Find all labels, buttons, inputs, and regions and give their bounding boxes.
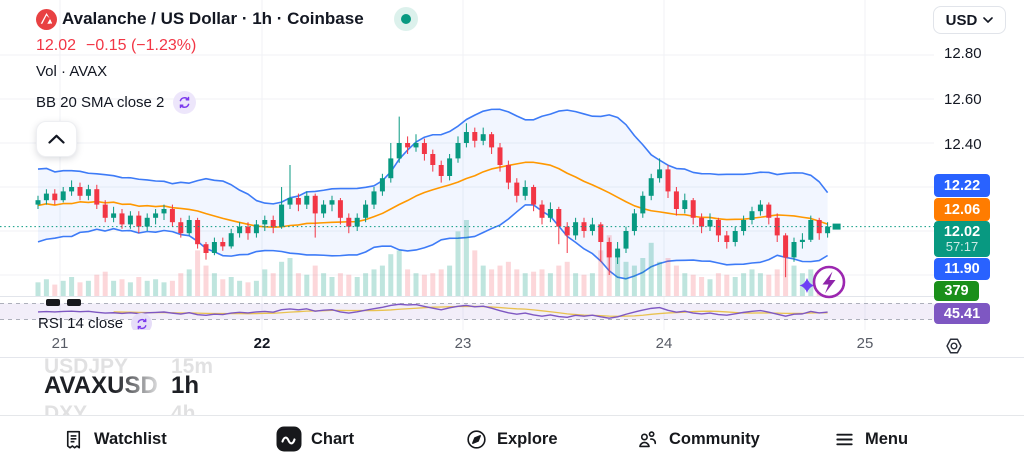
rsi-badge: 45.41 bbox=[934, 303, 990, 324]
flash-icon bbox=[799, 265, 846, 299]
gear-icon bbox=[946, 338, 962, 354]
nav-label: Menu bbox=[865, 429, 909, 448]
rsi-sync-icon[interactable] bbox=[131, 313, 153, 330]
time-tick: 22 bbox=[253, 335, 271, 352]
background-symbol-row: DXY 4h bbox=[44, 402, 196, 415]
symbol-title[interactable]: Avalanche / US Dollar · 1h · Coinbase bbox=[62, 9, 364, 28]
last-price-badge: 12.02 57:17 bbox=[934, 221, 990, 257]
last-price: 12.02 bbox=[36, 37, 77, 54]
compass-icon bbox=[467, 429, 486, 449]
nav-label: Chart bbox=[311, 429, 355, 448]
hamburger-menu-icon bbox=[836, 433, 853, 445]
background-symbol: AVAXUSD bbox=[44, 372, 171, 400]
market-status-icon[interactable] bbox=[394, 7, 418, 31]
volume-badge: 379 bbox=[934, 281, 979, 301]
pane-resize-handle[interactable] bbox=[46, 299, 81, 306]
chevron-down-icon bbox=[983, 17, 994, 23]
bb-sync-icon[interactable] bbox=[173, 91, 197, 114]
nav-chart[interactable]: Chart bbox=[276, 416, 354, 461]
chart-icon bbox=[276, 426, 302, 452]
rsi-legend[interactable]: RSI 14 close bbox=[38, 313, 153, 330]
bottom-navigation: Watchlist Chart Explore Community Menu bbox=[0, 415, 1024, 461]
price-chart-canvas[interactable] bbox=[0, 0, 1024, 330]
bb-upper-badge: 12.22 bbox=[934, 174, 990, 197]
nav-label: Community bbox=[669, 429, 760, 448]
time-tick: 21 bbox=[51, 335, 69, 352]
bb-legend[interactable]: BB 20 SMA close 2 bbox=[36, 91, 197, 114]
chart-settings-button[interactable] bbox=[943, 335, 965, 357]
flash-boost-button[interactable] bbox=[794, 256, 854, 308]
nav-explore[interactable]: Explore bbox=[465, 416, 558, 461]
market-open-dot bbox=[401, 14, 411, 24]
price-tick: 12.60 bbox=[944, 91, 982, 108]
price-change: −0.15 (−1.23%) bbox=[86, 37, 197, 54]
background-symbol-row: AVAXUSD 1h bbox=[44, 372, 199, 400]
volume-legend[interactable]: Vol · AVAX bbox=[36, 63, 108, 80]
collapse-panel-button[interactable] bbox=[36, 121, 77, 157]
nav-label: Watchlist bbox=[94, 429, 167, 448]
community-icon bbox=[639, 430, 657, 447]
background-timeframe: 15m bbox=[171, 358, 214, 378]
time-tick: 24 bbox=[655, 335, 673, 352]
time-axis[interactable]: 21 22 23 24 25 bbox=[0, 330, 1024, 358]
bar-countdown: 57:17 bbox=[945, 238, 979, 254]
rsi-legend-label: RSI 14 close bbox=[38, 315, 124, 330]
currency-selector[interactable]: USD bbox=[933, 6, 1006, 34]
background-symbol: USDJPY bbox=[44, 358, 129, 378]
nav-watchlist[interactable]: Watchlist bbox=[62, 416, 167, 461]
price-change-row: 12.02 −0.15 (−1.23%) bbox=[36, 37, 196, 55]
bb-legend-label: BB 20 SMA close 2 bbox=[36, 94, 165, 111]
chart-pane[interactable]: Avalanche / US Dollar · 1h · Coinbase 12… bbox=[0, 0, 1024, 330]
price-tick: 12.80 bbox=[944, 45, 982, 62]
bb-lower-badge: 11.90 bbox=[934, 258, 990, 280]
time-tick: 23 bbox=[454, 335, 472, 352]
nav-menu[interactable]: Menu bbox=[833, 416, 908, 461]
background-timeframe: 4h bbox=[171, 402, 196, 415]
nav-label: Explore bbox=[497, 429, 558, 448]
time-tick: 25 bbox=[856, 335, 874, 352]
toolbar-strip: USDJPY 15m AVAXUSD 1h DXY 4h bbox=[0, 358, 1024, 415]
background-symbol: DXY bbox=[44, 402, 88, 415]
watchlist-icon bbox=[66, 430, 81, 449]
chevron-up-icon bbox=[48, 134, 65, 144]
bb-basis-badge: 12.06 bbox=[934, 198, 990, 221]
currency-label: USD bbox=[945, 11, 978, 29]
price-tick: 12.40 bbox=[944, 136, 982, 153]
avalanche-logo-icon bbox=[36, 9, 57, 30]
background-timeframe: 1h bbox=[171, 372, 200, 399]
background-symbol-row: USDJPY 15m bbox=[44, 358, 213, 379]
nav-community[interactable]: Community bbox=[635, 416, 760, 461]
